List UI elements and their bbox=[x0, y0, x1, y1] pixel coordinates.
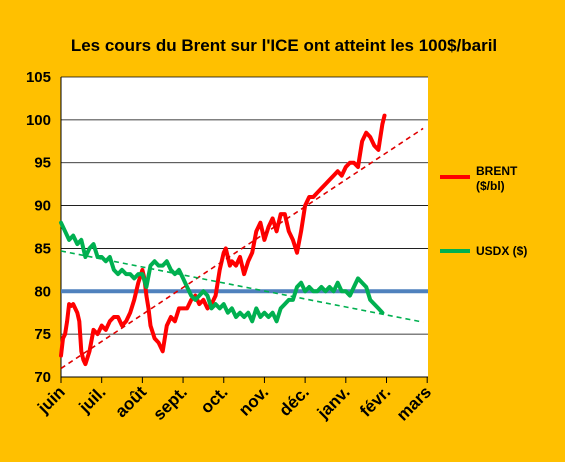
legend: BRENT ($/bl) USDX ($) bbox=[440, 164, 527, 258]
y-tick-label: 85 bbox=[34, 240, 51, 257]
y-tick-label: 95 bbox=[34, 155, 51, 172]
y-tick-label: 90 bbox=[34, 198, 51, 215]
data-series bbox=[59, 113, 387, 367]
series-line-usdx bbox=[59, 220, 385, 324]
y-tick-label: 100 bbox=[26, 112, 51, 129]
y-tick-label: 75 bbox=[34, 326, 51, 343]
y-tick-labels: 70 75 80 85 90 95 100 105 bbox=[26, 69, 51, 386]
trendlines bbox=[60, 127, 424, 370]
legend-label-usdx: USDX ($) bbox=[476, 244, 527, 258]
y-tick-label: 105 bbox=[26, 69, 51, 86]
trendline-brent bbox=[60, 127, 424, 370]
legend-label-brent-line1: BRENT bbox=[476, 164, 518, 178]
y-tick-label: 80 bbox=[34, 283, 51, 300]
legend-label-brent-line2: ($/bl) bbox=[476, 179, 505, 193]
y-tick-label: 70 bbox=[34, 369, 51, 386]
trendline-usdx bbox=[60, 250, 424, 323]
chart-title: Les cours du Brent sur l'ICE ont atteint… bbox=[71, 36, 497, 55]
